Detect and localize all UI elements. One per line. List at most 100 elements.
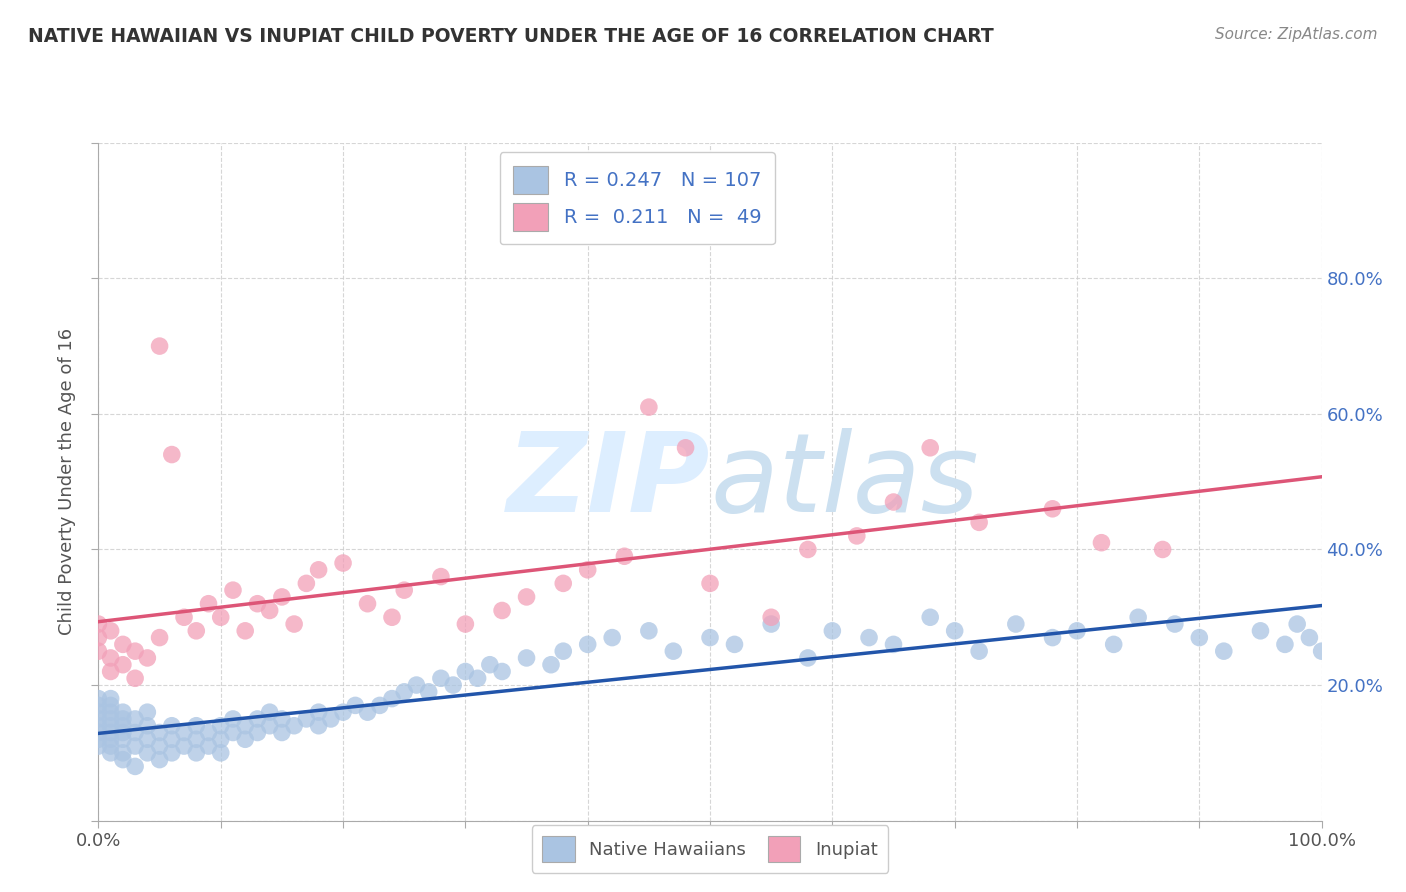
Point xyxy=(515,590,537,604)
Point xyxy=(186,746,208,760)
Point xyxy=(1152,542,1174,557)
Point xyxy=(149,339,172,353)
Y-axis label: Child Poverty Under the Age of 16: Child Poverty Under the Age of 16 xyxy=(58,328,76,635)
Point xyxy=(186,732,208,747)
Point xyxy=(491,603,513,617)
Point xyxy=(136,705,159,719)
Point xyxy=(540,657,562,672)
Text: Source: ZipAtlas.com: Source: ZipAtlas.com xyxy=(1215,27,1378,42)
Point xyxy=(699,631,721,645)
Point xyxy=(209,746,232,760)
Point xyxy=(209,732,232,747)
Point xyxy=(381,610,404,624)
Point xyxy=(124,671,146,685)
Point xyxy=(467,671,489,685)
Point xyxy=(160,732,183,747)
Point xyxy=(100,624,122,638)
Point xyxy=(600,631,623,645)
Point xyxy=(136,746,159,760)
Point xyxy=(149,753,172,767)
Point xyxy=(87,691,110,706)
Point xyxy=(197,739,219,753)
Point xyxy=(344,698,367,713)
Point xyxy=(100,698,122,713)
Point xyxy=(124,725,146,739)
Point xyxy=(553,576,575,591)
Point xyxy=(515,651,537,665)
Point xyxy=(233,732,256,747)
Point xyxy=(160,719,183,733)
Point xyxy=(430,569,453,583)
Point xyxy=(797,542,820,557)
Point xyxy=(270,712,294,726)
Point xyxy=(87,698,110,713)
Point xyxy=(356,597,378,611)
Point xyxy=(233,719,256,733)
Point xyxy=(430,671,453,685)
Point xyxy=(699,576,721,591)
Point xyxy=(111,712,134,726)
Point xyxy=(222,725,245,739)
Point xyxy=(186,624,208,638)
Point xyxy=(100,712,122,726)
Point xyxy=(124,712,146,726)
Point xyxy=(295,712,318,726)
Point xyxy=(111,732,134,747)
Point xyxy=(222,583,245,598)
Point xyxy=(136,719,159,733)
Point xyxy=(356,705,378,719)
Point xyxy=(87,739,110,753)
Point xyxy=(160,448,183,462)
Point xyxy=(1042,631,1064,645)
Point xyxy=(111,705,134,719)
Point xyxy=(136,732,159,747)
Point xyxy=(87,725,110,739)
Point xyxy=(1164,617,1187,632)
Point xyxy=(967,516,990,530)
Point xyxy=(149,739,172,753)
Point xyxy=(87,617,110,632)
Point xyxy=(111,753,134,767)
Point xyxy=(920,610,942,624)
Point xyxy=(87,712,110,726)
Point xyxy=(100,739,122,753)
Point xyxy=(209,610,232,624)
Text: atlas: atlas xyxy=(710,428,979,535)
Point xyxy=(967,644,990,658)
Point xyxy=(1310,644,1333,658)
Point xyxy=(920,441,942,455)
Point xyxy=(613,549,636,564)
Point xyxy=(124,759,146,773)
Point xyxy=(576,637,599,651)
Point xyxy=(136,651,159,665)
Point xyxy=(319,712,342,726)
Point xyxy=(723,637,745,651)
Point xyxy=(943,624,966,638)
Point xyxy=(392,685,416,699)
Point xyxy=(1249,624,1271,638)
Point xyxy=(576,563,599,577)
Point xyxy=(308,719,330,733)
Point xyxy=(821,624,844,638)
Point xyxy=(259,705,281,719)
Point xyxy=(1212,644,1234,658)
Point xyxy=(1102,637,1125,651)
Point xyxy=(160,746,183,760)
Point xyxy=(246,597,269,611)
Point xyxy=(87,631,110,645)
Point xyxy=(1298,631,1320,645)
Point xyxy=(87,719,110,733)
Point xyxy=(381,691,404,706)
Point xyxy=(197,725,219,739)
Point xyxy=(308,563,330,577)
Point xyxy=(111,719,134,733)
Point xyxy=(761,617,783,632)
Point xyxy=(111,657,134,672)
Point xyxy=(332,556,354,570)
Point xyxy=(233,624,256,638)
Point xyxy=(491,665,513,679)
Point xyxy=(283,617,305,632)
Point xyxy=(100,665,122,679)
Point xyxy=(87,644,110,658)
Point xyxy=(270,590,294,604)
